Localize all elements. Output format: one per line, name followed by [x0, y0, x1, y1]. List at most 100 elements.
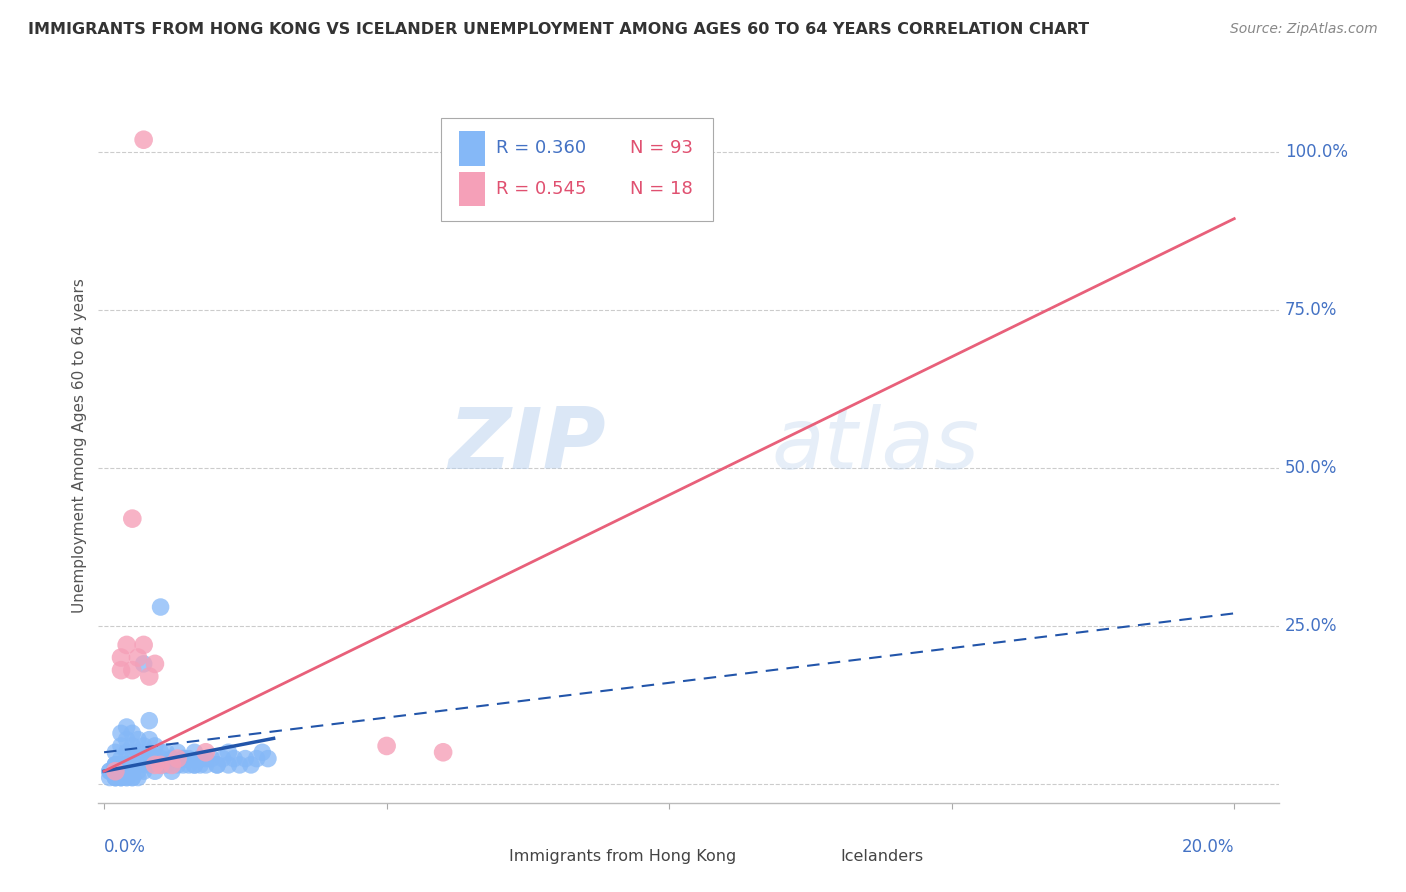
FancyBboxPatch shape	[441, 118, 713, 221]
Point	[172, 758, 194, 772]
Point	[149, 600, 172, 615]
Point	[160, 758, 183, 772]
Point	[110, 758, 132, 772]
Point	[132, 739, 155, 753]
Point	[104, 745, 127, 759]
Point	[166, 745, 188, 759]
Point	[155, 745, 177, 759]
Point	[149, 751, 172, 765]
Point	[205, 758, 228, 772]
Point	[115, 764, 138, 779]
Point	[104, 764, 127, 779]
Point	[246, 751, 269, 765]
Point	[188, 751, 211, 765]
Point	[104, 771, 127, 785]
Point	[110, 650, 132, 665]
Point	[252, 745, 274, 759]
Point	[149, 758, 172, 772]
Point	[166, 758, 188, 772]
Text: 20.0%: 20.0%	[1182, 838, 1234, 855]
Point	[104, 764, 127, 779]
Text: 100.0%: 100.0%	[1285, 144, 1348, 161]
Point	[104, 758, 127, 772]
Point	[110, 771, 132, 785]
Point	[110, 764, 132, 779]
Point	[217, 758, 239, 772]
Point	[143, 764, 166, 779]
Point	[104, 771, 127, 785]
FancyBboxPatch shape	[477, 844, 502, 872]
Point	[104, 758, 127, 772]
FancyBboxPatch shape	[807, 844, 832, 872]
Y-axis label: Unemployment Among Ages 60 to 64 years: Unemployment Among Ages 60 to 64 years	[72, 278, 87, 614]
Point	[104, 771, 127, 785]
Point	[121, 764, 143, 779]
Point	[217, 745, 239, 759]
Point	[121, 751, 143, 765]
Point	[172, 751, 194, 765]
Point	[121, 764, 143, 779]
Text: R = 0.545: R = 0.545	[496, 180, 586, 198]
Point	[432, 745, 454, 759]
Point	[240, 758, 263, 772]
Text: atlas: atlas	[772, 404, 980, 488]
Point	[132, 764, 155, 779]
Point	[127, 745, 149, 759]
Point	[121, 739, 143, 753]
Text: Immigrants from Hong Kong: Immigrants from Hong Kong	[509, 849, 737, 863]
Point	[115, 638, 138, 652]
Point	[205, 758, 228, 772]
Point	[177, 751, 200, 765]
Point	[149, 745, 172, 759]
Point	[183, 758, 205, 772]
Point	[155, 758, 177, 772]
Point	[375, 739, 398, 753]
Point	[127, 771, 149, 785]
Point	[104, 764, 127, 779]
Text: R = 0.360: R = 0.360	[496, 139, 586, 157]
Point	[110, 758, 132, 772]
Point	[138, 732, 160, 747]
Point	[143, 657, 166, 671]
Point	[257, 751, 280, 765]
Point	[110, 771, 132, 785]
Point	[200, 751, 222, 765]
Point	[110, 751, 132, 765]
Point	[138, 758, 160, 772]
Text: Icelanders: Icelanders	[841, 849, 924, 863]
Point	[188, 758, 211, 772]
Point	[160, 764, 183, 779]
Point	[177, 758, 200, 772]
Point	[138, 745, 160, 759]
Point	[222, 751, 245, 765]
Point	[228, 758, 250, 772]
Point	[138, 669, 160, 683]
Text: 0.0%: 0.0%	[104, 838, 146, 855]
Point	[143, 751, 166, 765]
Point	[121, 771, 143, 785]
Point	[121, 771, 143, 785]
FancyBboxPatch shape	[458, 172, 485, 206]
Point	[127, 764, 149, 779]
Point	[143, 739, 166, 753]
Point	[110, 739, 132, 753]
Point	[132, 751, 155, 765]
Point	[127, 758, 149, 772]
Point	[115, 764, 138, 779]
Point	[115, 732, 138, 747]
Text: Source: ZipAtlas.com: Source: ZipAtlas.com	[1230, 22, 1378, 37]
Text: 50.0%: 50.0%	[1285, 459, 1337, 477]
Text: ZIP: ZIP	[449, 404, 606, 488]
Point	[110, 726, 132, 740]
Text: IMMIGRANTS FROM HONG KONG VS ICELANDER UNEMPLOYMENT AMONG AGES 60 TO 64 YEARS CO: IMMIGRANTS FROM HONG KONG VS ICELANDER U…	[28, 22, 1090, 37]
Point	[115, 745, 138, 759]
Point	[138, 751, 160, 765]
Point	[127, 732, 149, 747]
Point	[115, 771, 138, 785]
Point	[143, 758, 166, 772]
Text: 75.0%: 75.0%	[1285, 301, 1337, 319]
Point	[98, 764, 121, 779]
Point	[121, 511, 143, 525]
Point	[115, 771, 138, 785]
Point	[183, 745, 205, 759]
